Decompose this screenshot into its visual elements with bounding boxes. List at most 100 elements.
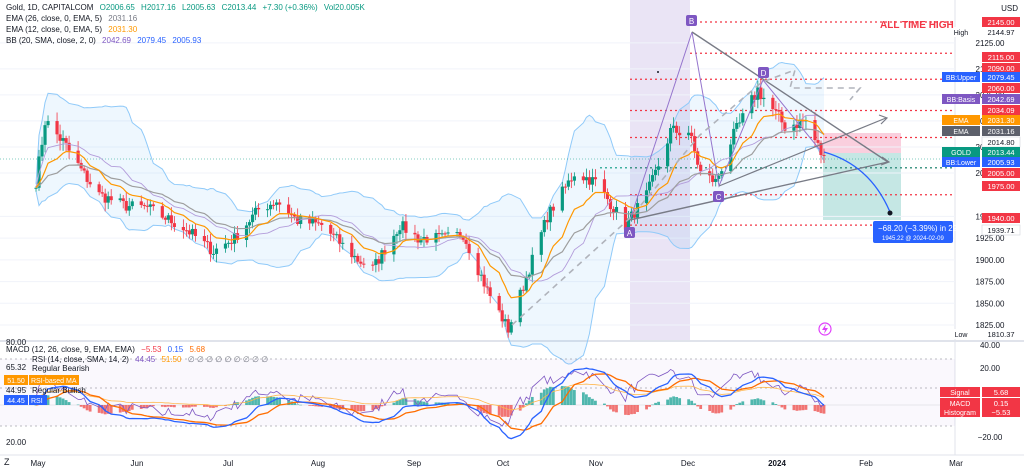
candle-body bbox=[278, 202, 282, 205]
candle-body bbox=[151, 204, 155, 207]
histogram-bar bbox=[350, 405, 354, 411]
histogram-bar bbox=[203, 405, 206, 407]
svg-text:B: B bbox=[689, 17, 694, 26]
candle-body bbox=[693, 136, 697, 152]
svg-text:C: C bbox=[716, 193, 722, 202]
histogram-bar bbox=[269, 396, 272, 405]
candle-body bbox=[121, 198, 125, 202]
candle-body bbox=[666, 143, 670, 167]
candle-body bbox=[401, 221, 405, 231]
rsi-tag-label: RSI-based MA bbox=[31, 378, 77, 385]
candle-body bbox=[735, 122, 739, 129]
candle-body bbox=[783, 122, 787, 131]
triangle-lower-line bbox=[629, 161, 889, 221]
indicator-tag-value: −5.53 bbox=[992, 408, 1011, 417]
macd-signal-value: 5.68 bbox=[189, 345, 206, 354]
candle-body bbox=[672, 125, 676, 129]
histogram-bar bbox=[615, 405, 618, 413]
indicator-tag-label-bg bbox=[940, 398, 980, 408]
rsi-tag-label-bg bbox=[29, 375, 79, 385]
wave-label-b: B bbox=[686, 15, 697, 26]
histogram-bar bbox=[690, 400, 694, 405]
histogram-bar bbox=[61, 398, 65, 405]
symbol-legend[interactable]: Gold, 1D, CAPITALCOM O2006.65 H2017.16 L… bbox=[6, 3, 365, 13]
price-tag-label: High bbox=[954, 30, 969, 37]
histogram-bar bbox=[816, 405, 820, 412]
histogram-bar bbox=[581, 392, 585, 405]
price-tag-value-bg bbox=[982, 72, 1020, 82]
candle-body bbox=[290, 214, 294, 216]
price-tag-value-bg bbox=[982, 27, 1020, 37]
histogram-bar bbox=[741, 401, 745, 405]
candle-body bbox=[208, 241, 213, 255]
histogram-bar bbox=[103, 405, 107, 415]
candle-body bbox=[819, 142, 823, 156]
candle-body bbox=[780, 111, 784, 123]
candle-body bbox=[76, 150, 80, 163]
histogram-bar bbox=[714, 405, 718, 414]
histogram-bar bbox=[795, 405, 799, 411]
price-tag-label: EMA bbox=[953, 129, 969, 136]
time-tick-label: Nov bbox=[589, 459, 603, 468]
candle-body bbox=[335, 234, 339, 236]
histogram-bar bbox=[488, 405, 492, 415]
candle-body bbox=[717, 175, 721, 179]
timezone-icon[interactable]: Z bbox=[4, 457, 10, 467]
histogram-bar bbox=[404, 398, 408, 405]
candle-body bbox=[521, 289, 525, 291]
ohlc-low: L2005.63 bbox=[181, 3, 216, 12]
rsi-line bbox=[35, 368, 825, 427]
candle-body bbox=[226, 242, 231, 244]
channel-line bbox=[718, 117, 887, 187]
ema12-legend[interactable]: EMA (12, close, 0, EMA, 5) 2031.30 bbox=[6, 25, 137, 35]
histogram-bar bbox=[530, 396, 534, 405]
histogram-bar bbox=[380, 405, 384, 407]
candle-body bbox=[678, 132, 682, 136]
histogram-bar bbox=[645, 405, 648, 410]
regular-bullish-label: Regular Bullish bbox=[32, 386, 86, 395]
histogram-bar bbox=[503, 405, 507, 417]
candle-body bbox=[653, 169, 658, 176]
histogram-bar bbox=[792, 405, 796, 411]
histogram-bar bbox=[332, 405, 336, 409]
rsi-tag-value: 51.50 bbox=[7, 378, 25, 385]
histogram-bar bbox=[551, 387, 555, 405]
candle-body bbox=[40, 144, 44, 157]
currency-label[interactable]: USD bbox=[1001, 4, 1018, 13]
candle-body bbox=[374, 259, 378, 265]
price-tag-text: 2115.00 bbox=[988, 53, 1015, 62]
rsi-label: RSI (14, close, SMA, 14, 2) bbox=[32, 355, 129, 364]
price-tag-bg bbox=[982, 83, 1020, 93]
candle-body bbox=[383, 250, 387, 255]
candle-body bbox=[64, 138, 68, 143]
ohlc-high: H2017.16 bbox=[141, 3, 176, 12]
ema26-value: 2031.16 bbox=[108, 14, 138, 23]
ath-label: ALL TIME HIGH bbox=[880, 20, 954, 31]
candle-body bbox=[446, 232, 450, 234]
candle-body bbox=[100, 192, 104, 194]
histogram-bar bbox=[293, 402, 297, 405]
candle-body bbox=[485, 286, 489, 288]
histogram-bar bbox=[416, 400, 420, 405]
macd-legend[interactable]: MACD (12, 26, close, 9, EMA, EMA) −5.53 … bbox=[6, 345, 205, 355]
macd-layer bbox=[0, 358, 955, 440]
histogram-bar bbox=[118, 405, 122, 413]
macd-value: 0.15 bbox=[167, 345, 184, 354]
histogram-bar bbox=[184, 405, 188, 408]
rsi-legend[interactable]: RSI (14, close, SMA, 14, 2) 44.45 51.50 … bbox=[32, 355, 268, 365]
histogram-bar bbox=[446, 402, 450, 405]
histogram-bar bbox=[780, 405, 784, 408]
candle-body bbox=[314, 219, 318, 223]
lightning-icon[interactable] bbox=[818, 322, 832, 336]
bb-legend[interactable]: BB (20, SMA, close, 2, 0) 2042.69 2079.4… bbox=[6, 36, 201, 46]
histogram-bar bbox=[190, 405, 194, 407]
price-tag-label-bg bbox=[942, 115, 980, 125]
ema26-legend[interactable]: EMA (26, close, 0, EMA, 5) 2031.16 bbox=[6, 14, 137, 24]
candle-body bbox=[130, 201, 134, 207]
time-tick-label: May bbox=[30, 459, 45, 468]
histogram-bar bbox=[401, 397, 405, 405]
histogram-bar bbox=[569, 388, 573, 405]
candle-body bbox=[741, 113, 745, 123]
candle-body bbox=[759, 87, 763, 100]
indicator-pane bbox=[0, 343, 955, 453]
